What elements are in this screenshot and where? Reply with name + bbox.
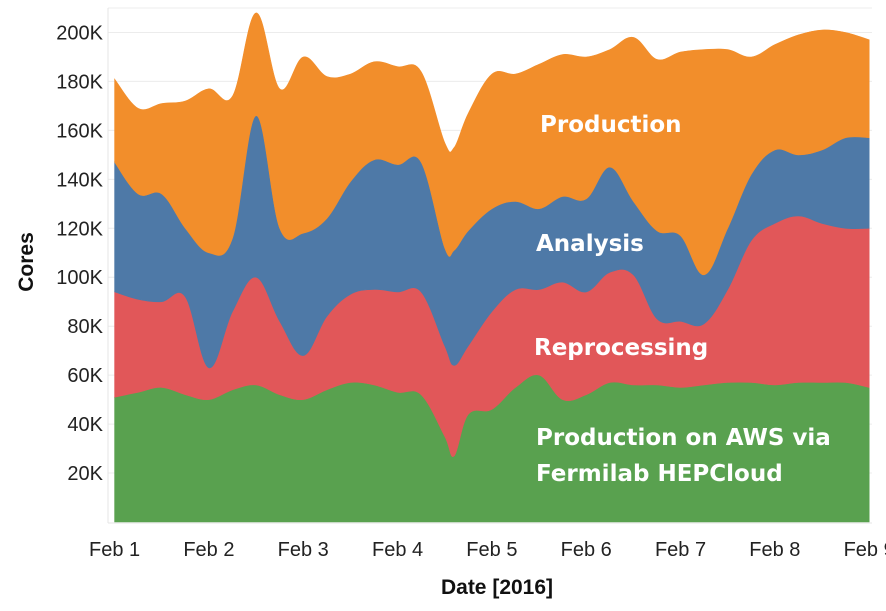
y-tick-label: 100K [56, 267, 103, 289]
series-label-production-on-aws-line-2: Fermilab HEPCloud [536, 461, 783, 487]
x-tick-label: Feb 4 [372, 539, 423, 561]
y-tick-label: 20K [67, 463, 103, 485]
area-production [114, 12, 870, 276]
series-areas [114, 12, 870, 523]
x-tick-label: Feb 8 [749, 539, 800, 561]
y-tick-label: 80K [67, 316, 103, 338]
y-tick-label: 40K [67, 414, 103, 436]
series-label-reprocessing: Reprocessing [534, 335, 708, 361]
x-axis-title: Date [2016] [441, 576, 553, 599]
y-tick-label: 140K [56, 169, 103, 191]
series-label-production-on-aws: Production on AWS via Fermilab HEPCloud [536, 425, 839, 487]
y-tick-label: 60K [67, 365, 103, 387]
x-tick-label: Feb 7 [655, 539, 706, 561]
series-label-production-on-aws-line-1: Production on AWS via [536, 425, 831, 451]
y-tick-label: 120K [56, 218, 103, 240]
y-axis: 20K 40K 60K 80K 100K 120K 140K 160K 180K 200K [56, 22, 103, 485]
series-label-production: Production [540, 112, 682, 138]
x-tick-label: Feb 1 [89, 539, 140, 561]
y-tick-label: 200K [56, 22, 103, 44]
x-tick-label: Feb 5 [466, 539, 517, 561]
series-label-analysis: Analysis [536, 231, 644, 257]
x-tick-label: Feb 2 [183, 539, 234, 561]
x-tick-label: Feb 3 [278, 539, 329, 561]
y-tick-label: 180K [56, 71, 103, 93]
x-tick-label: Feb 9 [844, 539, 886, 561]
y-axis-title: Cores [15, 232, 38, 292]
y-tick-label: 160K [56, 120, 103, 142]
x-tick-label: Feb 6 [561, 539, 612, 561]
x-axis: Feb 1 Feb 2 Feb 3 Feb 4 Feb 5 Feb 6 Feb 7 Feb 8… [89, 539, 886, 561]
